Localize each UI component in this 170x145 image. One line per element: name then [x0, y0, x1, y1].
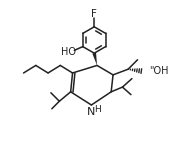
Text: H: H: [94, 105, 100, 114]
Text: F: F: [91, 9, 97, 19]
Polygon shape: [92, 53, 97, 65]
Text: HO: HO: [61, 47, 76, 57]
Text: N: N: [87, 107, 96, 117]
Text: "OH: "OH: [149, 66, 168, 76]
